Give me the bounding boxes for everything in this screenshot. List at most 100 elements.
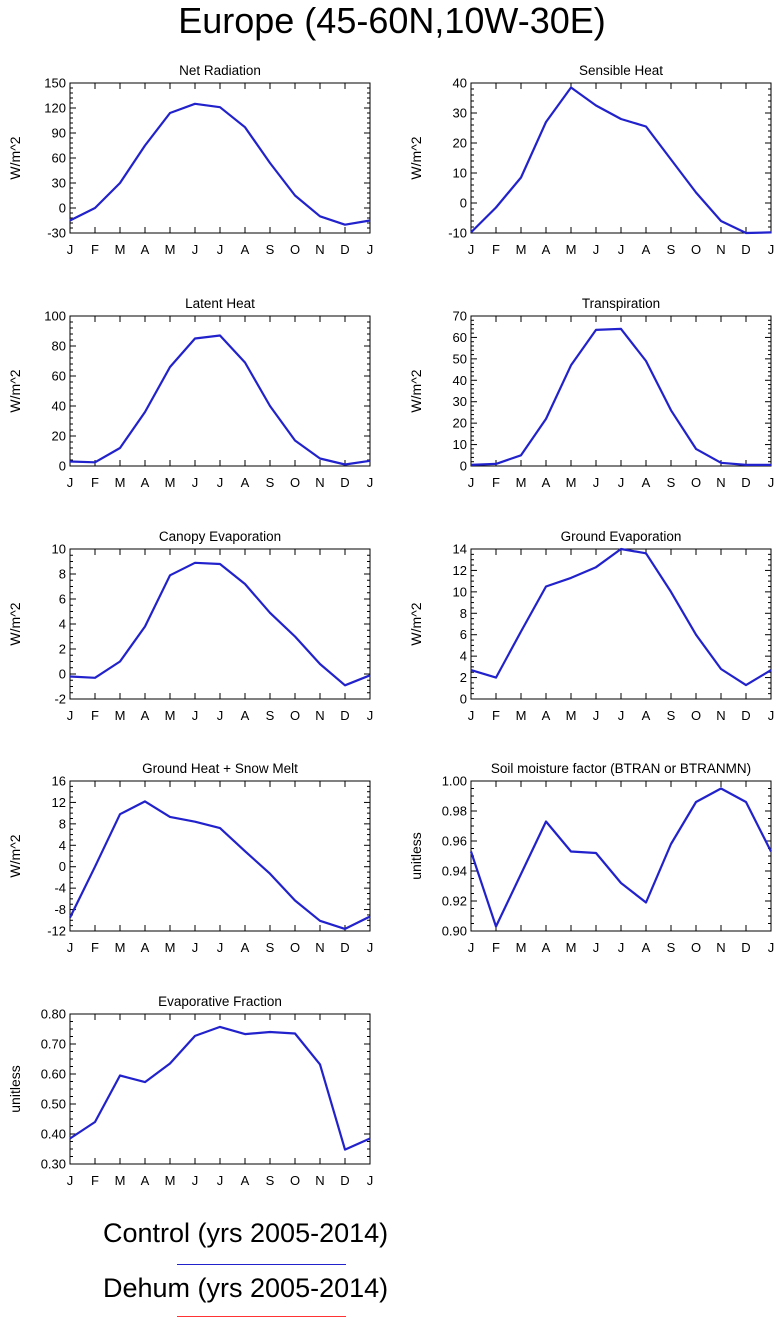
- x-tick-label: N: [315, 940, 324, 955]
- x-tick-label: N: [315, 475, 324, 490]
- x-tick-label: N: [315, 708, 324, 723]
- x-tick-label: J: [593, 242, 600, 257]
- x-tick-label: D: [340, 940, 349, 955]
- y-axis-label: W/m^2: [7, 136, 23, 179]
- y-tick-label: 4: [460, 649, 467, 664]
- x-tick-label: A: [642, 475, 651, 490]
- chart-title: Canopy Evaporation: [159, 529, 281, 544]
- y-axis-label: W/m^2: [7, 369, 23, 412]
- x-tick-label: F: [91, 475, 99, 490]
- y-tick-label: 10: [453, 437, 467, 452]
- y-tick-label: 0.40: [41, 1127, 66, 1142]
- x-tick-label: D: [340, 708, 349, 723]
- legend-line-control: [177, 1264, 346, 1265]
- x-tick-label: J: [593, 708, 600, 723]
- x-tick-label: J: [468, 242, 475, 257]
- y-tick-label: 1.00: [442, 774, 467, 789]
- y-tick-label: 60: [52, 151, 66, 166]
- x-tick-label: J: [618, 242, 625, 257]
- y-tick-label: 2: [59, 642, 66, 657]
- series-line-control: [69, 561, 371, 687]
- x-tick-label: N: [716, 940, 725, 955]
- y-axis-label: unitless: [408, 832, 424, 879]
- y-tick-label: 120: [44, 101, 66, 116]
- x-tick-label: M: [115, 475, 126, 490]
- x-tick-label: N: [716, 708, 725, 723]
- x-tick-label: D: [741, 242, 750, 257]
- x-tick-label: O: [290, 475, 300, 490]
- chart-title: Ground Heat + Snow Melt: [142, 761, 298, 776]
- legend-label-dehum: Dehum (yrs 2005-2014): [103, 1273, 389, 1303]
- y-tick-label: 0: [460, 692, 467, 707]
- y-tick-label: 60: [453, 330, 467, 345]
- x-tick-label: J: [768, 242, 775, 257]
- x-tick-label: J: [192, 1173, 199, 1188]
- x-tick-label: A: [141, 1173, 150, 1188]
- y-tick-label: 14: [453, 542, 467, 557]
- x-tick-label: D: [340, 1173, 349, 1188]
- y-tick-label: 0: [59, 667, 66, 682]
- x-tick-label: J: [67, 1173, 74, 1188]
- y-axis-label: W/m^2: [408, 602, 424, 645]
- x-tick-label: F: [91, 940, 99, 955]
- y-tick-label: 150: [44, 76, 66, 91]
- x-tick-label: A: [241, 475, 250, 490]
- plot-frame: [69, 315, 371, 467]
- x-tick-label: N: [716, 475, 725, 490]
- plot-frame: [69, 82, 371, 234]
- x-tick-label: S: [266, 475, 275, 490]
- y-axis-label: W/m^2: [7, 834, 23, 877]
- x-tick-label: A: [241, 708, 250, 723]
- x-tick-label: J: [67, 708, 74, 723]
- y-tick-label: -12: [47, 924, 66, 939]
- x-tick-label: M: [516, 475, 527, 490]
- x-tick-label: A: [141, 708, 150, 723]
- x-tick-label: M: [115, 708, 126, 723]
- x-tick-label: M: [115, 1173, 126, 1188]
- x-tick-label: J: [367, 242, 374, 257]
- y-tick-label: 0.80: [41, 1007, 66, 1022]
- y-tick-label: 40: [453, 76, 467, 91]
- series-line-control: [470, 547, 772, 687]
- x-tick-label: F: [492, 475, 500, 490]
- x-tick-label: A: [542, 708, 551, 723]
- x-tick-label: F: [91, 242, 99, 257]
- y-tick-label: 0.96: [442, 834, 467, 849]
- y-tick-label: -4: [54, 881, 66, 896]
- x-tick-label: M: [566, 242, 577, 257]
- x-tick-label: O: [290, 940, 300, 955]
- plot-frame: [69, 780, 371, 932]
- series-line-control: [69, 800, 371, 931]
- x-tick-label: J: [367, 940, 374, 955]
- x-tick-label: J: [67, 242, 74, 257]
- x-tick-label: M: [566, 940, 577, 955]
- x-tick-label: A: [542, 475, 551, 490]
- x-tick-label: M: [165, 1173, 176, 1188]
- y-tick-label: 8: [59, 567, 66, 582]
- y-tick-label: 70: [453, 309, 467, 324]
- y-tick-label: 80: [52, 339, 66, 354]
- x-tick-label: J: [618, 475, 625, 490]
- y-tick-label: 30: [453, 394, 467, 409]
- y-tick-label: 0.92: [442, 894, 467, 909]
- plot-frame: [69, 548, 371, 700]
- x-tick-label: A: [141, 242, 150, 257]
- y-tick-label: 12: [52, 795, 66, 810]
- x-tick-label: F: [91, 1173, 99, 1188]
- y-tick-label: 40: [453, 373, 467, 388]
- x-tick-label: J: [593, 475, 600, 490]
- x-tick-label: O: [691, 708, 701, 723]
- x-tick-label: A: [241, 242, 250, 257]
- chart-title: Sensible Heat: [579, 63, 663, 78]
- y-tick-label: 0: [59, 859, 66, 874]
- x-tick-label: J: [217, 940, 224, 955]
- y-axis-label: W/m^2: [7, 602, 23, 645]
- plot-frame: [470, 548, 772, 700]
- x-tick-label: M: [165, 242, 176, 257]
- chart-title: Soil moisture factor (BTRAN or BTRANMN): [491, 761, 751, 776]
- y-tick-label: 6: [59, 592, 66, 607]
- x-tick-label: S: [266, 242, 275, 257]
- y-tick-label: 12: [453, 563, 467, 578]
